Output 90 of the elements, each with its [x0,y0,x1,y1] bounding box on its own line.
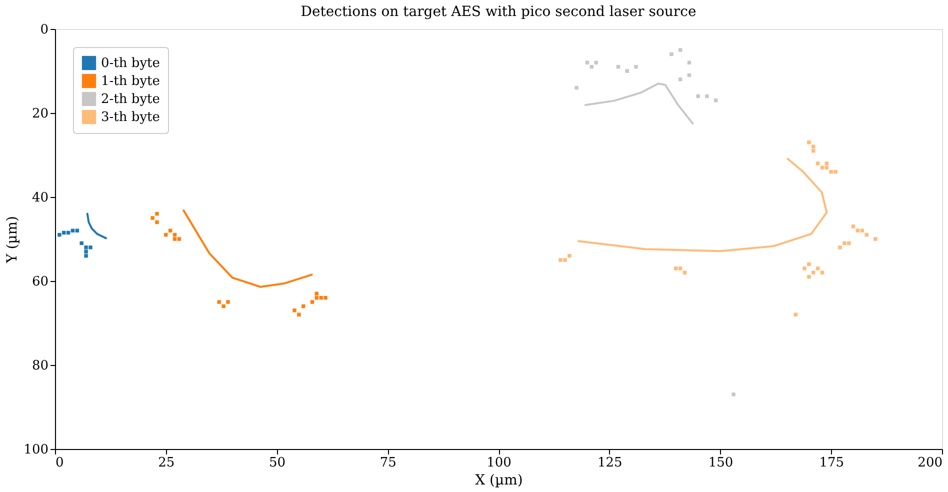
legend-label: 0-th byte [101,56,160,71]
point [807,274,811,279]
point [70,228,75,232]
point [834,170,838,174]
x-tick-label: 0 [56,456,64,470]
y-tick-label: 80 [32,358,48,374]
point [860,228,864,232]
point [670,52,674,56]
point [574,86,578,90]
point [842,241,846,246]
point [807,140,811,144]
point [150,216,154,220]
point [292,308,296,312]
point [812,270,816,274]
line-series [182,209,313,288]
point [696,94,700,98]
point [812,148,816,153]
point [874,237,878,241]
point [634,64,638,69]
legend-label: 2-th byte [101,92,160,107]
legend-label: 3-th byte [101,110,160,125]
point [824,166,829,170]
point [820,166,824,170]
point [84,246,88,250]
point [568,254,572,258]
point [177,237,182,241]
point [816,266,820,270]
point [155,212,159,216]
x-tick-label: 150 [708,456,734,470]
point [674,266,678,270]
point [217,300,221,304]
point [802,266,806,270]
point [732,392,736,396]
point [297,312,301,316]
y-tick-label: 60 [32,274,48,290]
point [820,270,824,274]
point [824,162,829,166]
y-tick-label: 0 [40,22,48,38]
point [58,232,62,237]
point [594,60,598,64]
point [310,300,314,304]
point [88,246,92,250]
x-tick-label: 200 [918,456,942,470]
point [838,246,842,250]
point [682,270,687,274]
line-series [86,212,108,240]
point [705,94,709,98]
point [319,296,323,300]
line-series [584,82,694,124]
x-tick-label: 175 [819,456,844,470]
point [678,266,682,270]
point [172,237,177,241]
x-tick-label: 75 [380,456,396,470]
x-tick-label: 100 [486,456,512,470]
point [314,292,319,296]
point [714,98,718,102]
y-tick-label: 40 [32,190,48,206]
y-tick-label: 100 [24,442,48,458]
point [585,60,590,64]
point [794,312,798,316]
y-tick-label: 20 [32,106,48,122]
point [155,220,159,224]
point [807,262,811,266]
point [84,254,88,258]
point [558,258,562,262]
x-tick-label: 25 [158,456,175,470]
point [851,224,856,228]
point [625,69,629,73]
line-series [577,158,828,252]
point [168,228,172,232]
point [84,250,88,254]
x-tick-label: 50 [268,456,286,470]
point [75,228,80,232]
point [864,232,868,237]
point [812,144,816,148]
x-tick-label: 125 [597,456,622,470]
point [816,162,820,166]
x-axis-title: X (µm) [475,472,523,488]
point [222,304,226,308]
point [678,48,682,52]
legend-label: 1-th byte [101,74,160,89]
y-axis-title: Y (µm) [4,216,21,264]
point [856,228,860,232]
point [324,296,328,300]
point [563,258,567,262]
chart-title: Detections on target AES with pico second laser source [300,4,696,20]
point [678,78,682,82]
point [80,241,84,246]
point [226,300,230,304]
point [687,60,692,64]
